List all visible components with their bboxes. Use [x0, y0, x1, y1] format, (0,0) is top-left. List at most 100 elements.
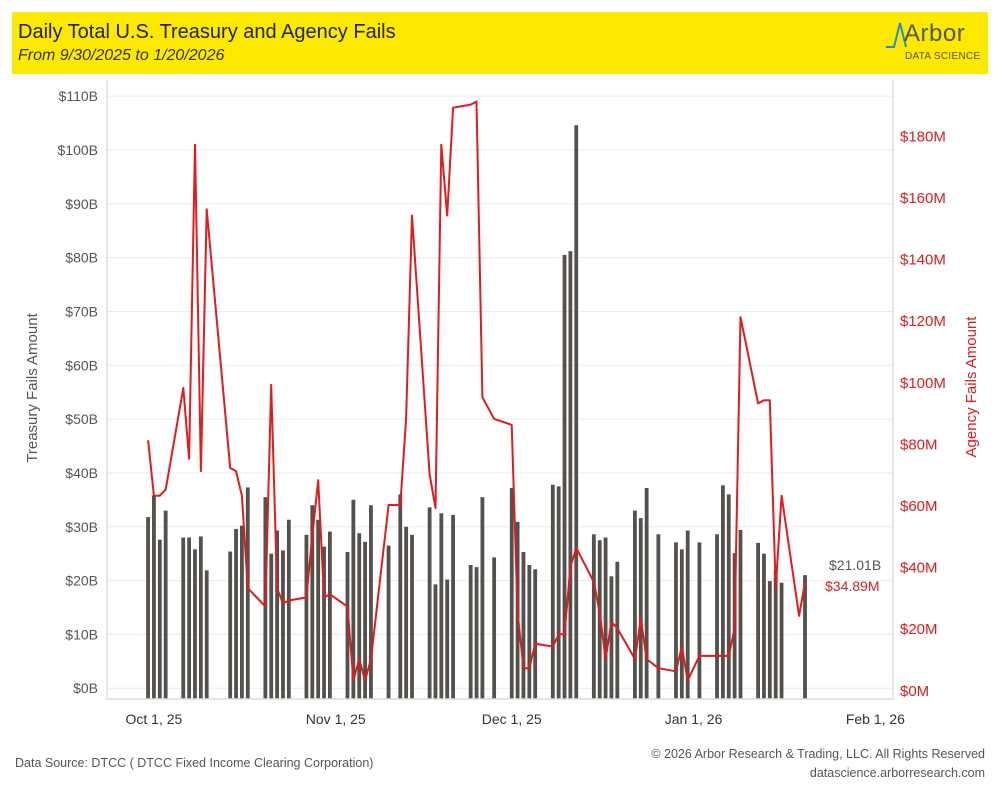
treasury-bars: [146, 125, 807, 699]
treasury-bar: [152, 495, 156, 699]
left-tick-label: $50B: [65, 411, 98, 427]
treasury-bar: [345, 552, 350, 699]
x-tick-label: Dec 1, 25: [482, 711, 542, 727]
treasury-last-value-label: $21.01B: [829, 557, 881, 573]
agency-last-value-label: $34.89M: [825, 578, 879, 594]
treasury-bar: [322, 546, 326, 699]
left-tick-label: $10B: [65, 626, 98, 642]
treasury-bar: [351, 499, 356, 699]
treasury-bar: [146, 517, 150, 699]
treasury-bar: [492, 557, 497, 699]
treasury-bar: [269, 553, 274, 699]
treasury-bar: [234, 528, 238, 699]
treasury-bar: [410, 534, 414, 699]
right-tick-label: $120M: [900, 313, 946, 330]
treasury-bar: [767, 581, 772, 699]
axes: [106, 80, 894, 700]
treasury-bar: [451, 514, 455, 699]
left-tick-label: $80B: [65, 250, 98, 266]
treasury-bar: [638, 518, 643, 699]
treasury-bar: [527, 564, 532, 699]
copyright-note: © 2026 Arbor Research & Trading, LLC. Al…: [651, 747, 985, 761]
treasury-bar: [310, 505, 315, 699]
treasury-bar: [316, 519, 321, 699]
treasury-bar: [697, 542, 702, 699]
treasury-bar: [679, 549, 684, 699]
left-tick-label: $90B: [65, 196, 98, 212]
right-tick-label: $140M: [900, 252, 946, 269]
agency-fails-line: [147, 100, 806, 682]
right-tick-label: $100M: [900, 375, 946, 392]
treasury-bar: [674, 542, 678, 699]
treasury-bar: [633, 510, 637, 699]
treasury-bar: [533, 569, 538, 699]
treasury-bar: [480, 497, 485, 699]
treasury-bar: [685, 530, 690, 699]
treasury-bar: [286, 519, 291, 699]
treasury-bar: [720, 485, 725, 699]
treasury-bar: [187, 537, 192, 699]
treasury-bar: [193, 549, 197, 699]
treasury-bar: [609, 576, 614, 699]
treasury-bar: [726, 494, 731, 699]
treasury-bar: [574, 125, 579, 699]
header-banner: Daily Total U.S. Treasury and Agency Fai…: [12, 12, 988, 74]
treasury-bar: [386, 545, 391, 699]
treasury-bar: [369, 505, 373, 699]
chart-subtitle: From 9/30/2025 to 1/20/2026: [18, 47, 225, 64]
treasury-bar: [427, 507, 432, 699]
left-tick-label: $100B: [58, 142, 98, 158]
left-tick-label: $110B: [59, 88, 98, 104]
right-tick-label: $60M: [900, 498, 938, 515]
data-source-note: Data Source: DTCC ( DTCC Fixed Income Cl…: [15, 756, 374, 770]
treasury-bar: [591, 534, 596, 699]
chart-title: Daily Total U.S. Treasury and Agency Fai…: [18, 21, 396, 43]
treasury-bar: [281, 550, 285, 699]
agency-line: [147, 100, 806, 682]
treasury-bar: [779, 582, 784, 699]
x-tick-label: Nov 1, 25: [306, 711, 366, 727]
treasury-bar: [474, 567, 479, 699]
x-tick-label: Oct 1, 25: [126, 711, 183, 727]
treasury-bar: [603, 537, 608, 699]
treasury-bar: [468, 564, 473, 699]
treasury-bar: [445, 579, 450, 699]
treasury-bar: [404, 526, 409, 699]
left-tick-label: $20B: [65, 573, 98, 589]
treasury-bar: [773, 569, 778, 699]
left-tick-label: $30B: [65, 519, 98, 535]
right-tick-label: $80M: [900, 436, 938, 453]
left-tick-label: $70B: [65, 303, 98, 319]
treasury-bar: [198, 536, 203, 699]
treasury-bar: [756, 542, 760, 699]
treasury-bar: [644, 488, 649, 699]
left-tick-label: $60B: [65, 357, 98, 373]
right-tick-label: $20M: [900, 621, 938, 638]
logo-wordmark: Arbor: [904, 20, 966, 47]
logo-mark-icon: [886, 22, 907, 48]
x-tick-label: Jan 1, 26: [665, 711, 723, 727]
gridlines: [107, 95, 893, 689]
treasury-bar: [240, 525, 244, 699]
treasury-bar: [181, 537, 186, 699]
treasury-bar: [433, 584, 438, 699]
website-note: datascience.arborresearch.com: [809, 766, 985, 780]
logo-subtitle: DATA SCIENCE: [905, 51, 981, 62]
tick-labels: $0B $10B $20B $30B $40B $50B $60B $70B $80B $90B $…: [24, 88, 980, 727]
right-tick-label: $0M: [900, 683, 929, 700]
left-axis-title: Treasury Fails Amount: [24, 312, 41, 462]
treasury-bar: [163, 510, 168, 699]
treasury-bar: [550, 484, 555, 699]
treasury-bar: [656, 534, 661, 699]
treasury-bar: [562, 254, 567, 699]
x-tick-label: Feb 1, 26: [846, 711, 905, 727]
treasury-bar: [357, 533, 362, 699]
treasury-bar: [327, 531, 332, 699]
treasury-bar: [509, 488, 514, 699]
treasury-bar: [363, 541, 367, 699]
arbor-logo: Arbor DATA SCIENCE: [884, 17, 984, 69]
treasury-bar: [304, 534, 309, 699]
treasury-bar: [157, 539, 162, 699]
right-tick-label: $180M: [900, 128, 946, 145]
